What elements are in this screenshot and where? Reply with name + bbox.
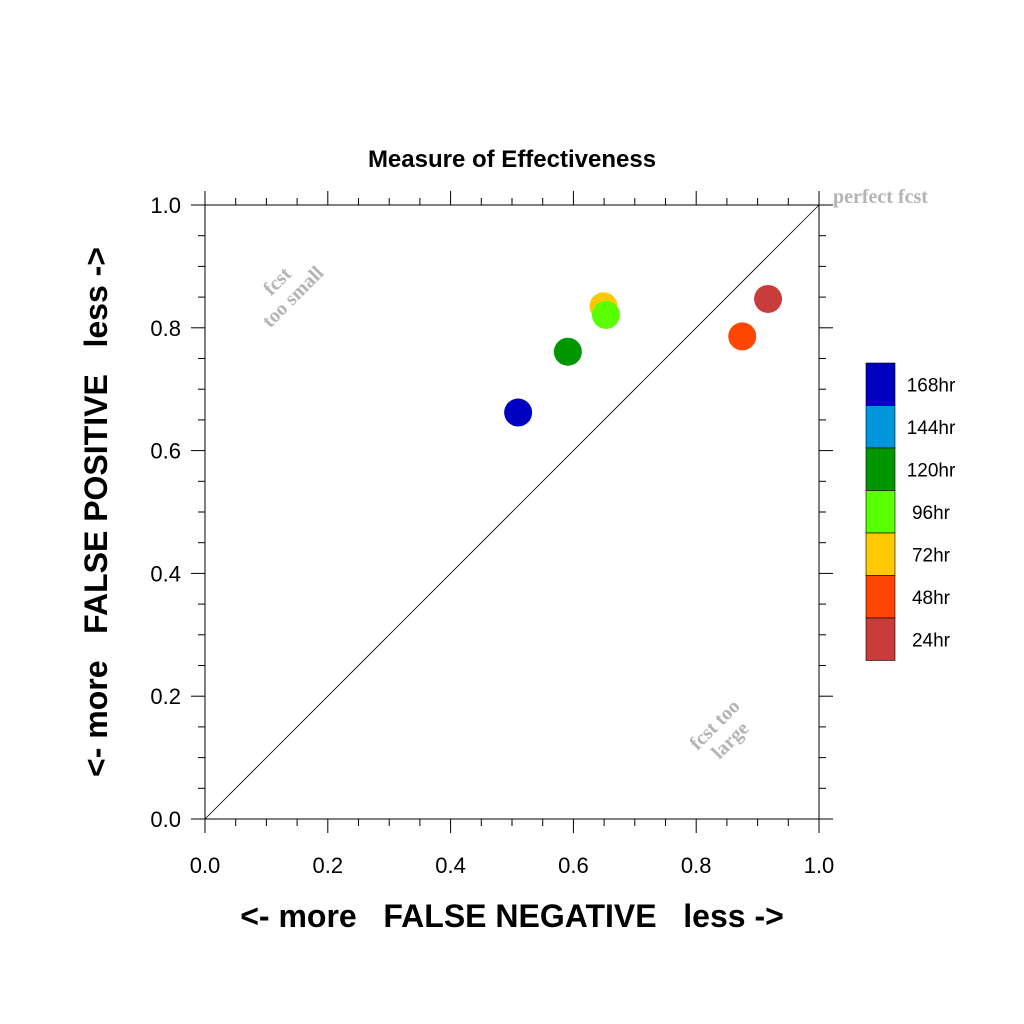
point-168hr <box>504 398 533 427</box>
y-tick-label: 0.6 <box>150 439 181 464</box>
point-96hr <box>591 300 620 329</box>
annotation-perfect-fcst: perfect fcst <box>833 186 928 208</box>
x-tick-label: 0.4 <box>435 853 466 878</box>
x-tick-label: 0.0 <box>190 853 221 878</box>
point-120hr <box>553 337 582 366</box>
legend-label-96hr: 96hr <box>912 503 951 524</box>
chart-title: Measure of Effectiveness <box>368 146 656 173</box>
legend-label-72hr: 72hr <box>912 545 951 566</box>
y-tick-label: 0.0 <box>150 807 181 832</box>
x-tick-label: 1.0 <box>804 853 835 878</box>
legend-swatch-168hr <box>865 362 896 406</box>
point-48hr <box>728 322 757 351</box>
legend-label-48hr: 48hr <box>912 588 951 609</box>
y-tick-label: 1.0 <box>150 193 181 218</box>
axis-ticks <box>191 191 833 833</box>
x-tick-label: 0.6 <box>558 853 589 878</box>
data-points <box>504 284 783 427</box>
legend: 168hr 144hr 120hr 96hr 72hr 48hr 24hr <box>865 362 956 661</box>
x-tick-label: 0.8 <box>681 853 712 878</box>
legend-swatch-48hr <box>865 575 896 619</box>
legend-label-168hr: 168hr <box>907 375 956 396</box>
y-tick-label: 0.8 <box>150 316 181 341</box>
x-tick-label: 0.2 <box>313 853 344 878</box>
annotation-too-large: fcst too large <box>685 695 753 763</box>
legend-label-24hr: 24hr <box>912 630 951 651</box>
y-tick-label: 0.2 <box>150 684 181 709</box>
legend-swatch-144hr <box>865 405 896 449</box>
plot-area: 0.0 0.2 0.4 0.6 0.8 1.0 0.0 0.2 0.4 0.6 0.8 1.0 <box>150 191 834 878</box>
y-axis-label: <- more FALSE POSITIVE less -> <box>78 247 114 777</box>
legend-label-120hr: 120hr <box>907 460 956 481</box>
x-axis-label: <- more FALSE NEGATIVE less -> <box>240 898 784 934</box>
x-tick-labels: 0.0 0.2 0.4 0.6 0.8 1.0 <box>190 853 835 878</box>
diagonal-reference-line <box>204 204 820 820</box>
y-tick-labels: 0.0 0.2 0.4 0.6 0.8 1.0 <box>150 193 181 832</box>
point-24hr <box>754 284 783 313</box>
legend-swatch-72hr <box>865 532 896 576</box>
annotation-too-small-line2: too small <box>258 262 328 332</box>
legend-swatch-24hr <box>865 617 896 661</box>
legend-label-144hr: 144hr <box>907 418 956 439</box>
y-tick-label: 0.4 <box>150 561 181 586</box>
annotation-too-small: fcst too small <box>258 262 328 332</box>
legend-swatch-96hr <box>865 490 896 534</box>
legend-swatch-120hr <box>865 447 896 491</box>
